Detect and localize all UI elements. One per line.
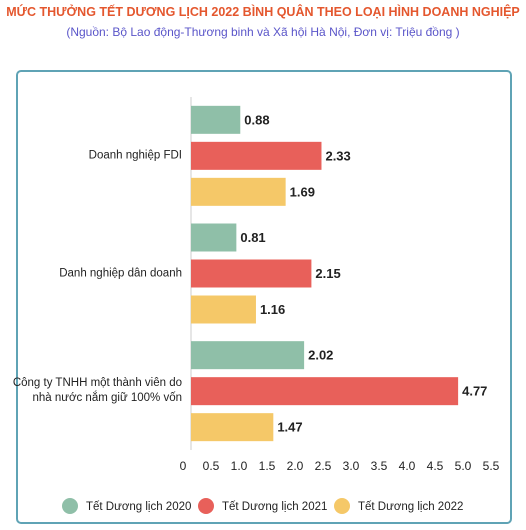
x-tick-label: 4.0	[399, 459, 416, 473]
bar	[191, 177, 286, 206]
data-label: 1.69	[290, 184, 315, 199]
legend-label: Tết Dương lịch 2022	[358, 501, 463, 513]
x-tick-label: 0.5	[203, 459, 220, 473]
bar	[191, 413, 274, 442]
data-label: 2.33	[325, 148, 350, 163]
legend-marker	[198, 498, 214, 514]
chart-title: MỨC THƯỞNG TẾT DƯƠNG LỊCH 2022 BÌNH QUÂN…	[6, 5, 520, 19]
data-label: 1.16	[260, 302, 285, 317]
x-tick-label: 4.5	[427, 459, 444, 473]
bar	[191, 341, 305, 370]
legend-label: Tết Dương lịch 2020	[86, 501, 191, 513]
x-tick-label: 1.5	[259, 459, 276, 473]
x-tick-label: 0	[180, 459, 187, 473]
legend-marker	[334, 498, 350, 514]
chart-panel	[16, 70, 512, 524]
x-tick-label: 1.0	[231, 459, 248, 473]
y-tick-label: Danh nghiệp dân doanh	[59, 267, 182, 279]
legend-marker	[62, 498, 78, 514]
bar	[191, 295, 256, 324]
legend-label: Tết Dương lịch 2021	[222, 501, 327, 513]
data-label: 2.02	[308, 348, 333, 363]
data-label: 0.81	[240, 230, 265, 245]
bar	[191, 259, 312, 288]
data-label: 2.15	[315, 266, 340, 281]
y-tick-label: Doanh nghiệp FDI	[88, 149, 182, 162]
bar	[191, 105, 241, 134]
bar	[191, 377, 459, 406]
x-tick-label: 5.5	[483, 459, 500, 473]
data-label: 4.77	[462, 384, 487, 399]
x-tick-label: 2.0	[287, 459, 304, 473]
data-label: 0.88	[244, 112, 269, 127]
chart-subtitle: (Nguồn: Bộ Lao động-Thương binh và Xã hộ…	[66, 25, 460, 39]
x-tick-label: 5.0	[455, 459, 472, 473]
bar	[191, 141, 322, 170]
x-tick-label: 3.5	[371, 459, 388, 473]
data-label: 1.47	[277, 420, 302, 435]
x-tick-label: 3.0	[343, 459, 360, 473]
x-tick-label: 2.5	[315, 459, 332, 473]
y-tick-label: Công ty TNHH một thành viên do nhà nước …	[12, 377, 182, 405]
bar	[191, 223, 237, 252]
